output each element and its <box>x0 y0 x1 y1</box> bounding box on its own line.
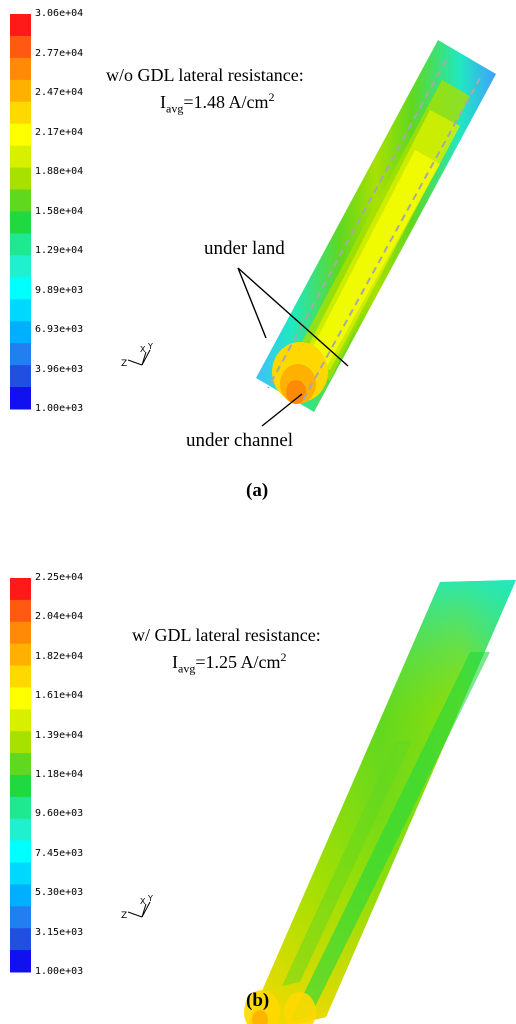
colorbar-swatch-a <box>10 211 31 234</box>
colorbar-swatch-a <box>10 343 31 366</box>
colorbar-tick-label-a: 1.29e+04 <box>35 245 84 256</box>
colorbar-tick-label-b: 1.82e+04 <box>35 650 84 662</box>
colorbar-swatch-b <box>10 578 31 601</box>
panel-label-b: (b) <box>246 990 270 1011</box>
colorbar-swatch-b <box>10 884 31 907</box>
colorbar-swatch-b <box>10 818 31 842</box>
colorbar-swatch-a <box>10 57 31 81</box>
colorbar-swatch-a <box>10 101 31 125</box>
colorbar-swatch-a <box>10 167 31 191</box>
contour-strip-b <box>244 580 516 1024</box>
colorbar-tick-label-b: 1.00e+03 <box>35 966 84 977</box>
colorbar-tick-label-b: 2.04e+04 <box>35 611 84 623</box>
colorbar-tick-label-a: 6.93e+03 <box>35 324 84 335</box>
colorbar-swatch-a <box>10 145 31 169</box>
colorbar-tick-label-a: 1.58e+04 <box>35 205 84 217</box>
colorbar-swatch-b <box>10 928 31 951</box>
colorbar-tick-label-b: 1.61e+04 <box>35 690 84 702</box>
colorbar-swatch-b <box>10 753 31 776</box>
colorbar-swatch-b <box>10 643 31 667</box>
panel-b: Z X Y 2.25e+04 2.04e+04 1.82e+04 1.61e+04 1.… <box>0 512 516 1024</box>
colorbar-tick-label-a: 3.06e+04 <box>35 8 84 19</box>
colorbar-b <box>10 578 31 973</box>
contour-strip-a <box>256 40 496 412</box>
colorbar-swatch-a <box>10 299 31 322</box>
axis-y-label-b: Y <box>147 894 153 903</box>
colorbar-swatch-a <box>10 233 31 256</box>
axis-x-label-b: X <box>140 897 146 906</box>
colorbar-tick-label-b: 2.25e+04 <box>35 572 84 583</box>
axis-y-label-a: Y <box>147 342 153 351</box>
colorbar-swatch-a <box>10 365 31 388</box>
colorbar-tick-label-b: 9.60e+03 <box>35 808 84 820</box>
label-under-land: under land <box>204 238 285 259</box>
colorbar-tick-label-b: 1.18e+04 <box>35 769 84 780</box>
axis-x-label-a: X <box>140 345 146 354</box>
colorbar-tick-label-a: 3.96e+03 <box>35 363 84 375</box>
title-a: w/o GDL lateral resistance: <box>106 65 304 85</box>
colorbar-tick-label-b: 1.39e+04 <box>35 729 84 741</box>
colorbar-swatch-a <box>10 321 31 344</box>
colorbar-tick-label-a: 2.17e+04 <box>35 126 84 138</box>
colorbar-swatch-a <box>10 79 31 103</box>
panel-label-a: (a) <box>246 480 269 501</box>
current-density-a: Iavg=1.48 A/cm2 <box>160 90 275 116</box>
colorbar-swatch-b <box>10 862 31 885</box>
label-under-channel: under channel <box>186 430 294 451</box>
colorbar-swatch-b <box>10 687 31 710</box>
colorbar-swatch-a <box>10 387 31 410</box>
colorbar-a <box>10 14 31 410</box>
panel-a: Z X Y 3.06e+04 2.77e+04 2.47e+04 2.17e+04 1.… <box>10 8 496 501</box>
colorbar-swatch-b <box>10 796 31 820</box>
colorbar-swatch-b <box>10 599 31 623</box>
colorbar-swatch-a <box>10 123 31 147</box>
colorbar-tick-label-a: 1.88e+04 <box>35 166 84 177</box>
colorbar-swatch-b <box>10 731 31 754</box>
current-density-b: Iavg=1.25 A/cm2 <box>172 650 287 676</box>
annotation-lines-a <box>237 267 349 427</box>
colorbar-swatch-b <box>10 665 31 688</box>
axis-triad-b <box>127 901 151 918</box>
axis-z-label-a: Z <box>121 359 127 369</box>
colorbar-swatch-a <box>10 14 31 37</box>
colorbar-tick-label-b: 5.30e+03 <box>35 887 84 899</box>
colorbar-tick-label-a: 2.77e+04 <box>35 47 84 59</box>
title-b: w/ GDL lateral resistance: <box>132 625 321 645</box>
colorbar-swatch-a <box>10 255 31 278</box>
colorbar-swatch-a <box>10 277 31 300</box>
colorbar-tick-label-b: 3.15e+03 <box>35 926 84 938</box>
axis-z-label-b: Z <box>121 911 127 921</box>
colorbar-swatch-b <box>10 775 31 798</box>
panel-b-graphic: Z X Y <box>10 578 516 1024</box>
colorbar-swatch-a <box>10 189 31 212</box>
panel-a-graphic: Z X Y <box>10 14 496 427</box>
colorbar-tick-label-a: 9.89e+03 <box>35 284 84 296</box>
colorbar-swatch-b <box>10 840 31 864</box>
colorbar-tick-label-a: 1.00e+03 <box>35 403 84 414</box>
colorbar-swatch-b <box>10 906 31 929</box>
colorbar-swatch-b <box>10 621 31 645</box>
axis-triad-a <box>127 349 151 366</box>
colorbar-swatch-a <box>10 35 31 59</box>
colorbar-swatch-b <box>10 950 31 973</box>
colorbar-tick-label-a: 2.47e+04 <box>35 87 84 98</box>
colorbar-swatch-b <box>10 709 31 732</box>
colorbar-tick-label-b: 7.45e+03 <box>35 847 84 859</box>
